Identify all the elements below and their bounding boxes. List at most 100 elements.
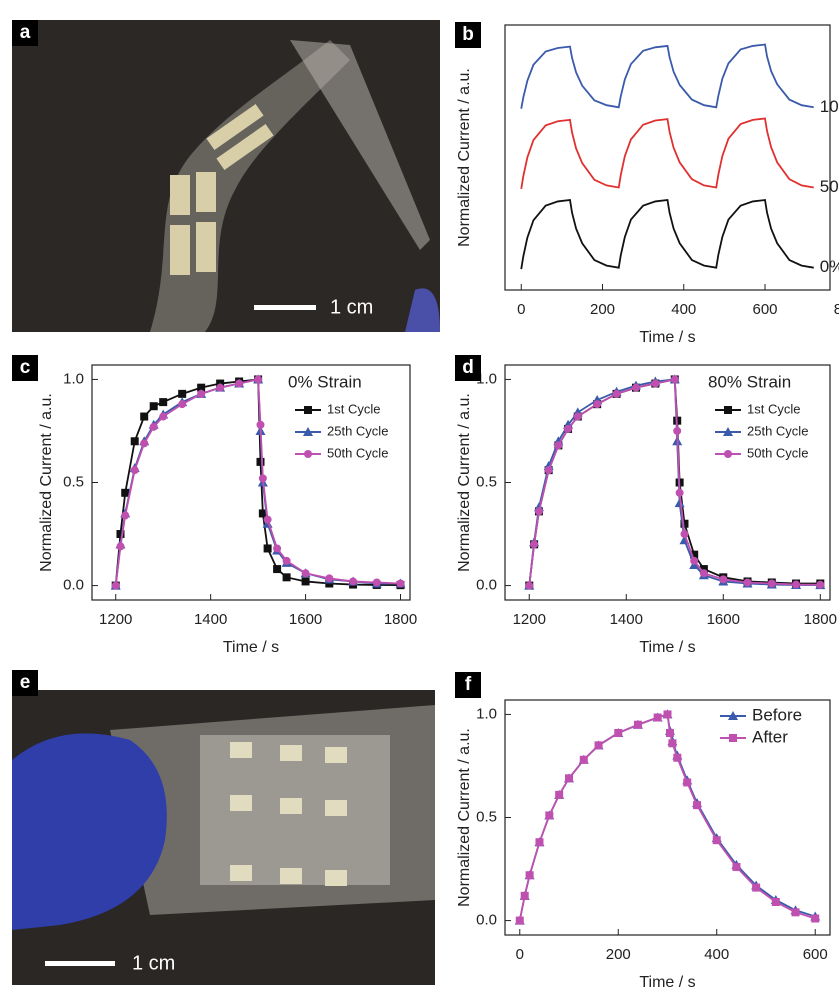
series-line: [520, 43, 814, 109]
marker: [515, 916, 524, 925]
electrodes: [170, 104, 274, 275]
marker: [680, 530, 689, 539]
marker: [235, 379, 244, 388]
panel-label: c: [20, 357, 31, 378]
marker: [140, 439, 149, 448]
marker: [545, 811, 554, 820]
legend-marker: [728, 711, 738, 720]
legend-marker: [304, 406, 312, 414]
legend-marker: [724, 450, 732, 458]
x-tick-label: 600: [803, 946, 828, 963]
marker: [178, 400, 187, 409]
tweezers: [290, 40, 430, 250]
x-tick-label: 1600: [707, 611, 740, 628]
y-tick-label: 1.0: [476, 370, 497, 387]
marker: [555, 790, 564, 799]
legend-label: 25th Cycle: [747, 423, 808, 438]
marker: [116, 530, 125, 539]
marker: [520, 891, 529, 900]
marker: [282, 573, 291, 582]
x-axis-label: Time / s: [223, 639, 279, 656]
marker: [767, 579, 776, 588]
legend-label: 1st Cycle: [747, 401, 800, 416]
marker: [525, 581, 534, 590]
legend-marker: [724, 406, 732, 414]
marker: [159, 398, 168, 407]
chart-panel: 1200 1400 1600 1800 0.0 0.5 1.0 Time / s Normali…: [12, 355, 417, 656]
marker: [732, 862, 741, 871]
marker: [670, 375, 679, 384]
y-tick-label: 0.5: [63, 473, 84, 490]
marker: [612, 389, 621, 398]
legend-label: 50th Cycle: [747, 445, 808, 460]
glove: [12, 733, 167, 930]
x-axis-label: Time / s: [639, 329, 695, 346]
marker: [811, 914, 820, 923]
x-tick-label: 1800: [384, 611, 417, 628]
marker: [683, 778, 692, 787]
panel-label-box: [455, 672, 481, 698]
marker: [593, 400, 602, 409]
legend-label: 50th Cycle: [327, 445, 388, 460]
chart-panel: 0 200 400 600 800 Time / s Normalized Current …: [455, 22, 839, 346]
series-line: [528, 378, 821, 586]
marker: [690, 556, 699, 565]
x-tick-label: 1800: [804, 611, 837, 628]
x-tick-label: 200: [590, 301, 615, 318]
marker: [372, 578, 381, 587]
plot-frame: [91, 364, 411, 601]
marker: [743, 578, 752, 587]
glove: [405, 288, 440, 332]
marker: [130, 437, 139, 446]
marker: [699, 565, 708, 574]
marker: [535, 838, 544, 847]
legend-marker: [304, 450, 312, 458]
legend-label: 25th Cycle: [327, 423, 388, 438]
scale-bar: [45, 961, 115, 966]
marker: [816, 580, 825, 589]
series-line: [114, 378, 401, 587]
marker: [149, 422, 158, 431]
marker: [273, 544, 282, 553]
panel-label-box: [12, 355, 38, 381]
panel-label-box: [455, 22, 481, 48]
x-tick-label: 0: [517, 301, 525, 318]
marker: [668, 739, 677, 748]
legend-label: After: [752, 727, 788, 746]
marker: [256, 457, 265, 466]
marker: [121, 511, 130, 520]
marker: [579, 755, 588, 764]
y-tick-label: 0.5: [476, 808, 497, 825]
marker: [663, 710, 672, 719]
annotation: 0% Strain: [288, 372, 362, 391]
series-label: 0%: [820, 257, 839, 276]
y-axis-label: Normalized Current / a.u.: [456, 393, 473, 572]
marker: [791, 908, 800, 917]
series-label: 100%: [820, 97, 839, 116]
scale-label: 1 cm: [132, 952, 175, 974]
marker: [258, 474, 267, 483]
marker: [254, 375, 263, 384]
y-tick-label: 0.0: [476, 912, 497, 929]
marker: [573, 412, 582, 421]
marker: [673, 426, 682, 435]
marker: [159, 412, 168, 421]
y-tick-label: 1.0: [476, 705, 497, 722]
series-label: 50%: [820, 177, 839, 196]
x-tick-label: 0: [516, 946, 524, 963]
marker: [699, 569, 708, 578]
x-tick-label: 1600: [289, 611, 322, 628]
chart-panel: 1200 1400 1600 1800 0.0 0.5 1.0 Time / s Normali…: [455, 355, 837, 656]
panel-label-box: [12, 670, 38, 696]
x-tick-label: 1400: [610, 611, 643, 628]
series-line: [114, 378, 401, 586]
legend-marker: [729, 734, 737, 742]
marker: [282, 556, 291, 565]
plot-frame: [504, 364, 831, 601]
marker: [349, 577, 358, 586]
marker: [301, 569, 310, 578]
marker: [564, 424, 573, 433]
marker: [653, 713, 662, 722]
marker: [116, 542, 125, 551]
x-axis-label: Time / s: [639, 639, 695, 656]
